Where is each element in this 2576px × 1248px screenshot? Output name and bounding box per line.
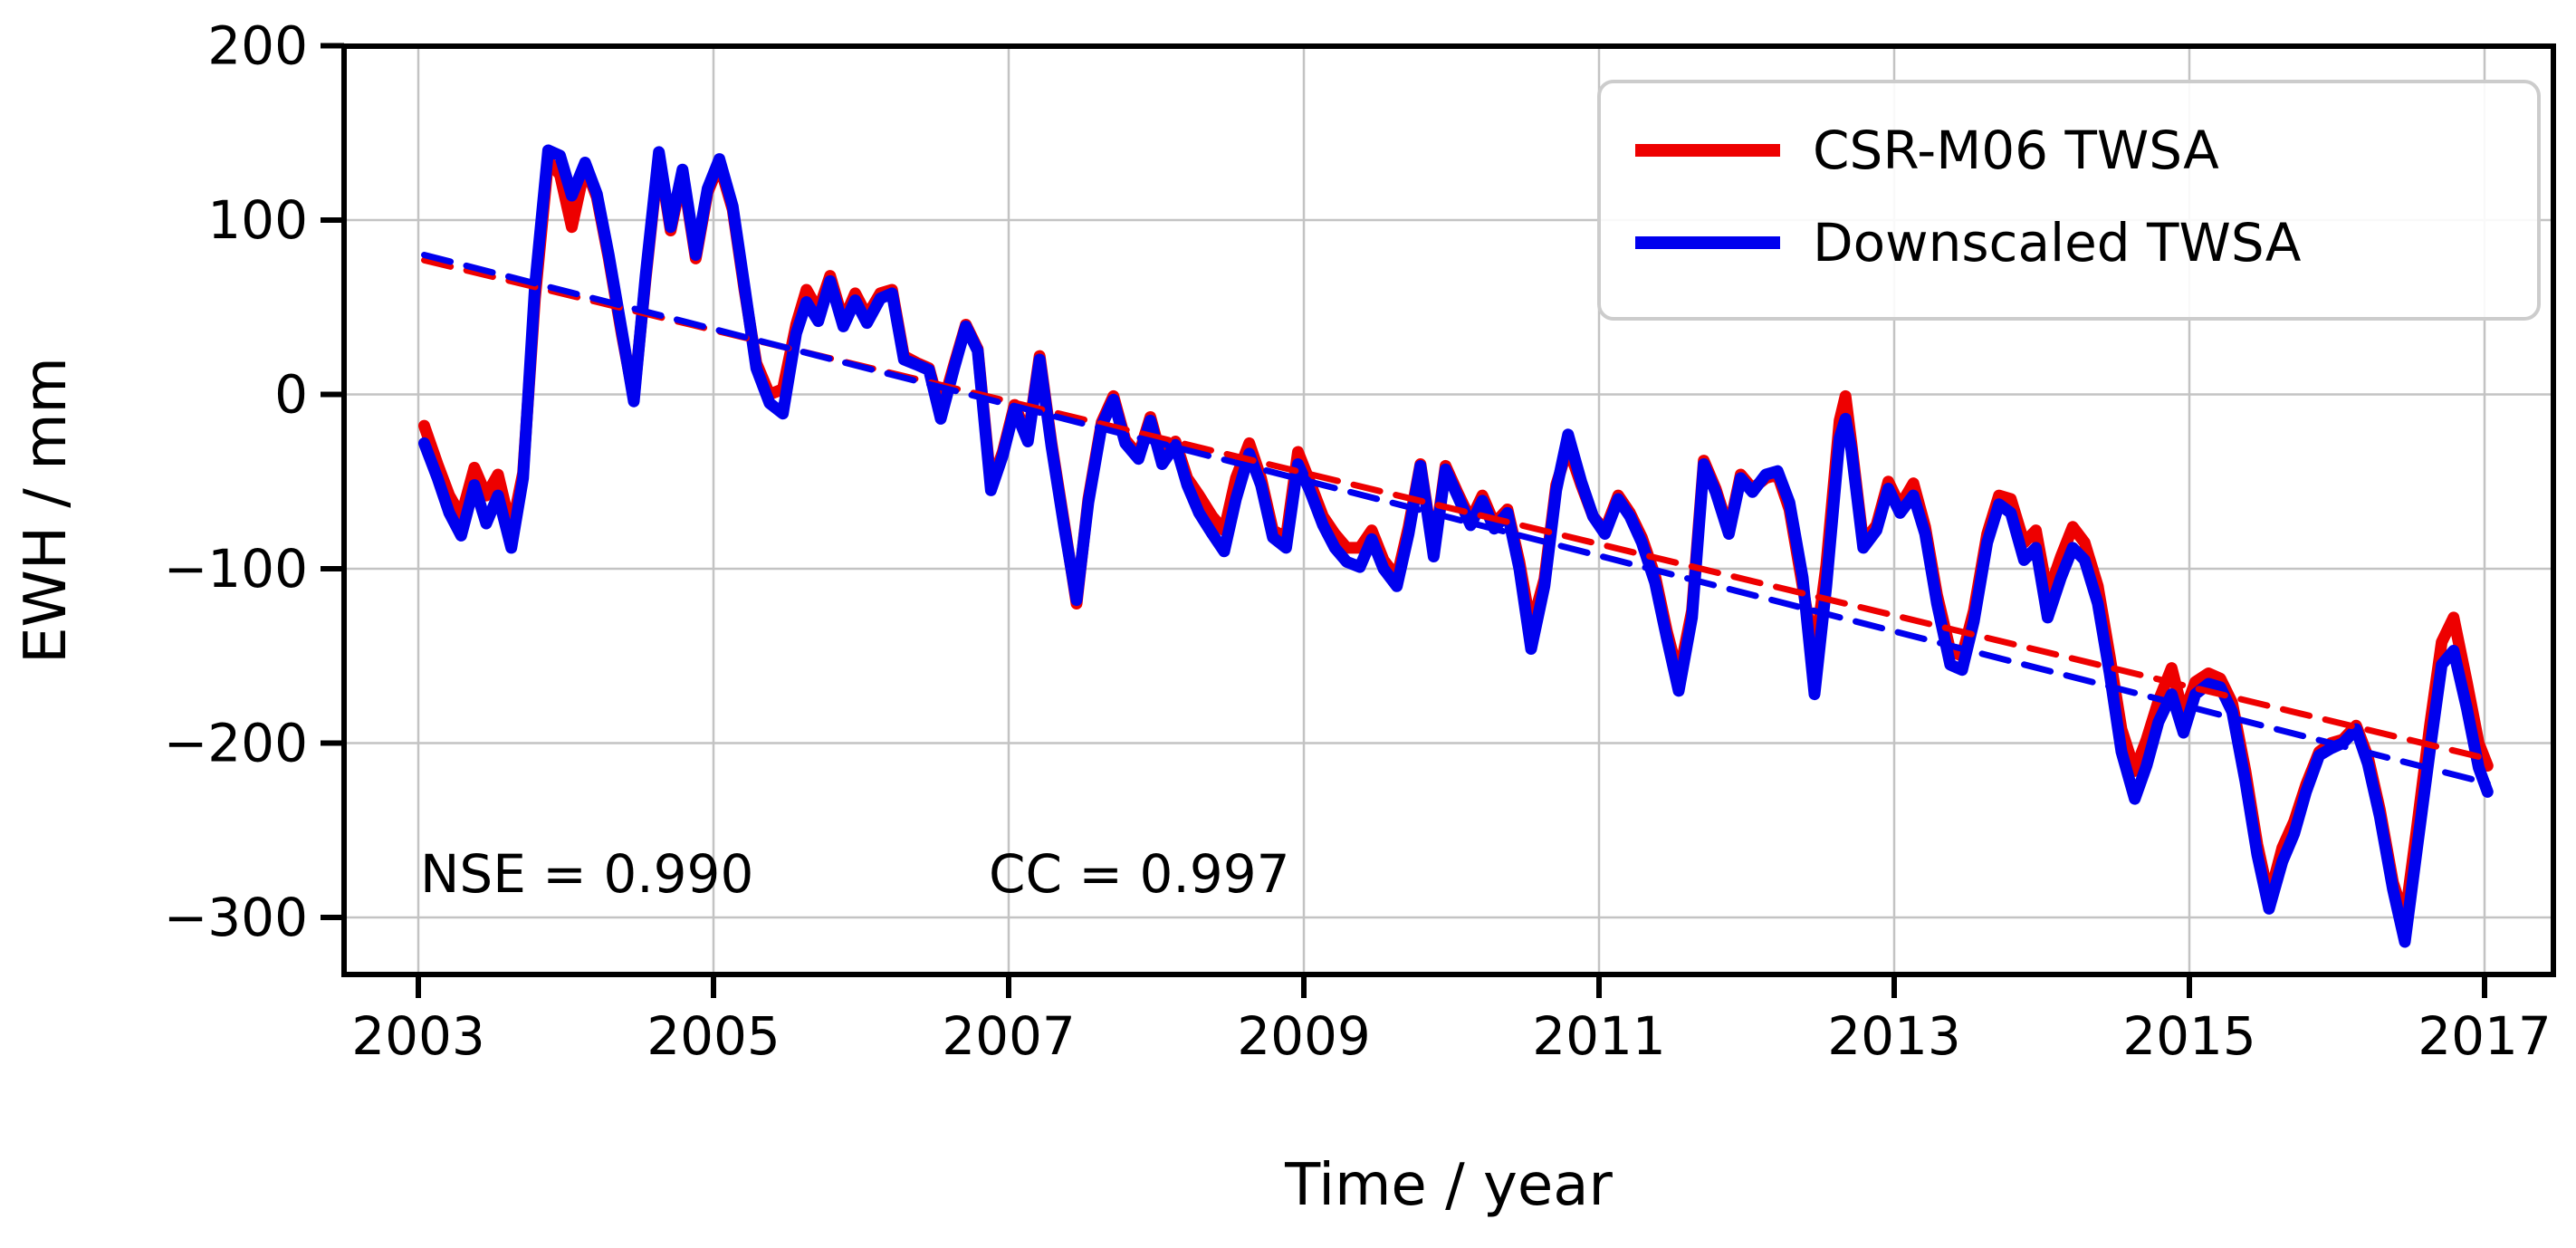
- y-tick-label--300: −300: [164, 887, 308, 948]
- x-tick-label-2007: 2007: [942, 1005, 1076, 1067]
- y-tick-label-100: 100: [207, 189, 308, 251]
- x-axis-label: Time / year: [1284, 1152, 1613, 1219]
- x-tick-label-2015: 2015: [2122, 1005, 2256, 1067]
- legend-label-downscaled: Downscaled TWSA: [1813, 212, 2302, 274]
- y-tick-label--100: −100: [164, 538, 308, 600]
- x-tick-label-2011: 2011: [1532, 1005, 1666, 1067]
- axis-ticks: 2003 2005 2007 2009 2011 2013 2015 2017 200 100 0 −…: [164, 15, 2552, 1068]
- cc-annotation: CC = 0.997: [989, 843, 1290, 905]
- series-line-downscaled-trend: [421, 252, 2491, 787]
- y-tick-label--200: −200: [164, 713, 308, 774]
- x-tick-label-2005: 2005: [646, 1005, 780, 1067]
- x-tick-label-2003: 2003: [351, 1005, 485, 1067]
- legend: CSR-M06 TWSA Downscaled TWSA: [1597, 80, 2541, 321]
- y-axis-label: EWH / mm: [13, 357, 80, 664]
- x-tick-label-2017: 2017: [2418, 1005, 2552, 1067]
- y-tick-label-0: 0: [274, 364, 308, 426]
- x-tick-label-2009: 2009: [1237, 1005, 1371, 1067]
- data-series: [418, 144, 2494, 948]
- plot-border: [341, 43, 2556, 977]
- legend-label-csr: CSR-M06 TWSA: [1813, 120, 2219, 181]
- legend-box: [1597, 80, 2541, 321]
- nse-annotation: NSE = 0.990: [420, 843, 753, 905]
- x-tick-label-2013: 2013: [1827, 1005, 1961, 1067]
- y-tick-label-200: 200: [207, 15, 308, 77]
